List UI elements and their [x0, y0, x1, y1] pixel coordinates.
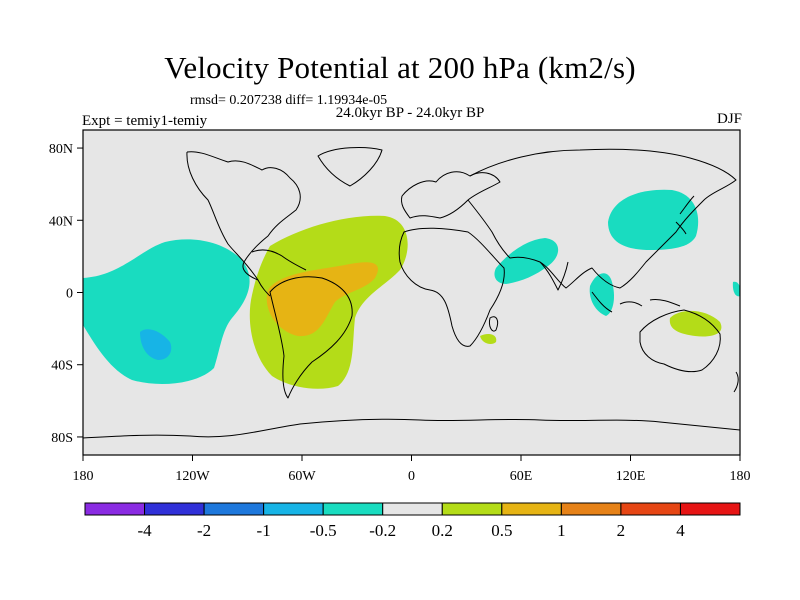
colorbar-swatch [322, 502, 384, 516]
colorbar-swatch [203, 502, 265, 516]
latitude-axis: 80N 40N 0 40S 80S [49, 142, 83, 446]
colorbar-swatch [620, 502, 681, 516]
madagascar-coast [489, 316, 499, 332]
africa-coast [398, 227, 505, 347]
india-coast [539, 261, 569, 291]
lat-tick-label: 40N [49, 214, 73, 229]
colorbar-label: 4 [676, 521, 685, 540]
gulf-coast [251, 249, 307, 271]
colorbar: -4 -2 -1 -0.5 -0.2 0.2 0.5 1 2 4 [84, 502, 741, 540]
australia-coast [639, 309, 721, 373]
pacific-strong-negative-region [140, 329, 172, 360]
colorbar-swatch [560, 502, 622, 516]
asia-coast [467, 148, 737, 289]
colorbar-label: -0.2 [369, 521, 396, 540]
maritime-negative-region [589, 273, 614, 316]
season-label: DJF [716, 111, 742, 127]
colorbar-swatch [441, 502, 503, 516]
indian-ocean-negative-region [494, 238, 559, 284]
lon-tick-label: 180 [73, 469, 94, 484]
greenland-coast [317, 147, 383, 187]
shading-layer [83, 189, 740, 389]
colorbar-swatch [144, 502, 205, 516]
colorbar-swatch [679, 502, 741, 516]
colorbar-swatch [382, 502, 443, 516]
new-zealand-coast [733, 371, 739, 393]
colorbar-label: -4 [137, 521, 152, 540]
lon-tick-label: 60W [288, 469, 316, 484]
coastlines [83, 147, 740, 439]
lat-tick-label: 80S [51, 431, 73, 446]
lat-tick-label: 40S [51, 359, 73, 374]
antarctica-coast [83, 418, 740, 439]
colorbar-swatch [84, 502, 146, 516]
plot-title: Velocity Potential at 200 hPa (km2/s) [164, 50, 636, 85]
northwest-pacific-negative-region [608, 189, 699, 250]
lat-tick-label: 80N [49, 142, 73, 157]
australia-positive-region [669, 310, 722, 337]
south-america-coast [269, 276, 353, 399]
amazon-strong-positive-region [266, 262, 379, 337]
colorbar-swatch [501, 502, 562, 516]
lon-tick-label: 0 [408, 469, 415, 484]
lon-tick-label: 120E [616, 469, 646, 484]
colorbar-label: 0.2 [432, 521, 453, 540]
lon-tick-label: 120W [175, 469, 210, 484]
period-text: 24.0kyr BP - 24.0kyr BP [335, 105, 485, 121]
colorbar-label: 1 [557, 521, 566, 540]
north-america-west-coast [186, 151, 259, 281]
stats-text: rmsd= 0.207238 diff= 1.19934e-05 [190, 93, 388, 108]
colorbar-swatch [263, 502, 324, 516]
east-edge-negative-region [732, 281, 740, 297]
colorbar-label: -1 [257, 521, 271, 540]
colorbar-label: 2 [617, 521, 626, 540]
north-america-coast [186, 151, 301, 297]
experiment-label: Expt = temiy1-temiy [82, 113, 208, 129]
colorbar-label: 0.5 [491, 521, 512, 540]
pacific-negative-region [83, 239, 250, 384]
colorbar-label: -0.5 [310, 521, 337, 540]
indonesia-coast [591, 291, 681, 313]
madagascar-positive-region [480, 334, 497, 344]
lat-tick-label: 0 [66, 287, 73, 302]
europe-coast [401, 171, 501, 219]
colorbar-label: -2 [197, 521, 211, 540]
lon-tick-label: 60E [510, 469, 533, 484]
japan-coast [675, 195, 695, 235]
lon-tick-label: 180 [730, 469, 751, 484]
longitude-axis: 180 120W 60W 0 60E 120E 180 [73, 455, 751, 484]
